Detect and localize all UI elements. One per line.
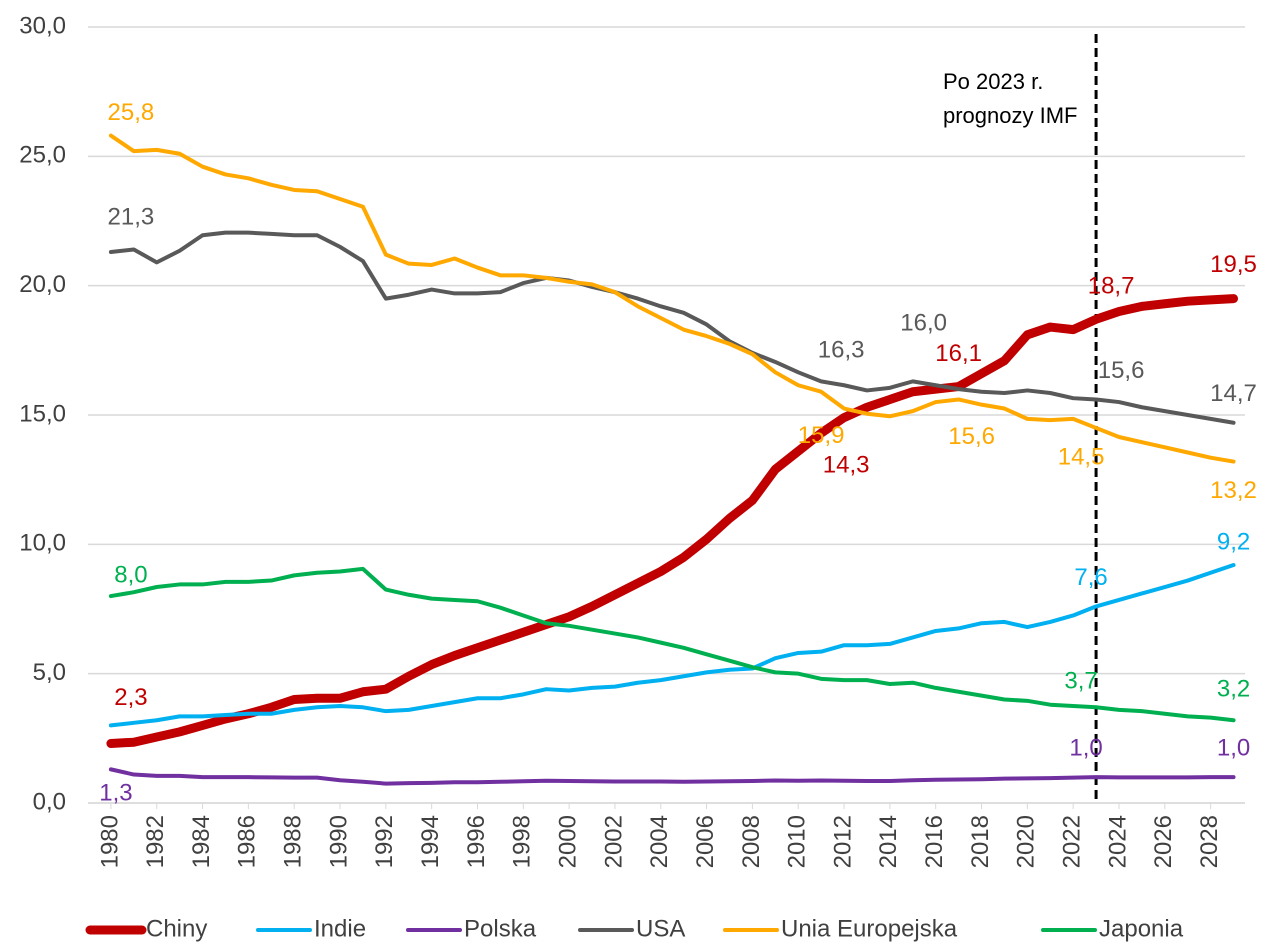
x-tick-label: 2022 xyxy=(1059,815,1086,868)
annotation: Po 2023 r. xyxy=(943,69,1043,94)
y-tick-label: 30,0 xyxy=(19,12,66,39)
data-label: 16,1 xyxy=(935,340,982,367)
y-tick-label: 15,0 xyxy=(19,400,66,427)
x-tick-label: 1996 xyxy=(463,815,490,868)
series-line xyxy=(108,563,1236,728)
x-tick-label: 2010 xyxy=(784,815,811,868)
annotation: prognozy IMF xyxy=(943,103,1078,128)
data-label: 14,3 xyxy=(823,451,870,478)
x-tick-label: 2004 xyxy=(646,815,673,868)
legend-label: Chiny xyxy=(146,915,207,942)
legend-label: Indie xyxy=(314,915,366,942)
data-label: 1,0 xyxy=(1069,734,1102,761)
x-tick-label: 2016 xyxy=(921,815,948,868)
data-label: 16,0 xyxy=(900,309,947,336)
x-tick-label: 2024 xyxy=(1104,815,1131,868)
data-label: 14,5 xyxy=(1058,443,1105,470)
y-tick-label: 25,0 xyxy=(19,142,66,169)
data-label: 15,9 xyxy=(798,422,845,449)
data-label: 13,2 xyxy=(1210,477,1257,504)
data-label: 15,6 xyxy=(1098,357,1145,384)
x-tick-label: 1992 xyxy=(371,815,398,868)
legend-label: Unia Europejska xyxy=(781,915,958,942)
x-tick-label: 2012 xyxy=(829,815,856,868)
y-tick-label: 10,0 xyxy=(19,530,66,557)
x-tick-label: 1998 xyxy=(509,815,536,868)
series-line xyxy=(106,294,1239,749)
x-tick-label: 1982 xyxy=(142,815,169,868)
y-tick-label: 0,0 xyxy=(33,788,66,815)
x-tick-label: 1980 xyxy=(96,815,123,868)
y-tick-label: 5,0 xyxy=(33,659,66,686)
series-line xyxy=(108,230,1236,425)
x-tick-label: 2020 xyxy=(1013,815,1040,868)
x-tick-label: 2028 xyxy=(1196,815,1223,868)
data-label: 18,7 xyxy=(1088,273,1135,300)
x-tick-label: 2000 xyxy=(554,815,581,868)
x-tick-label: 1994 xyxy=(417,815,444,868)
x-tick-label: 2026 xyxy=(1150,815,1177,868)
legend-label: Polska xyxy=(464,915,537,942)
x-tick-label: 1988 xyxy=(280,815,307,868)
y-tick-label: 20,0 xyxy=(19,271,66,298)
data-label: 19,5 xyxy=(1210,251,1257,278)
x-tick-label: 1986 xyxy=(234,815,261,868)
series-line xyxy=(108,767,1236,786)
data-label: 1,3 xyxy=(99,780,132,807)
data-label: 7,6 xyxy=(1074,564,1107,591)
legend-label: USA xyxy=(636,915,685,942)
series-line xyxy=(108,133,1236,464)
data-label: 25,8 xyxy=(108,99,155,126)
series-line xyxy=(108,566,1236,723)
legend-label: Japonia xyxy=(1099,915,1184,942)
x-tick-label: 1984 xyxy=(188,815,215,868)
data-label: 2,3 xyxy=(114,684,147,711)
data-label: 3,2 xyxy=(1217,676,1250,703)
x-tick-label: 1990 xyxy=(325,815,352,868)
data-label: 15,6 xyxy=(948,423,995,450)
x-tick-label: 2006 xyxy=(692,815,719,868)
data-label: 8,0 xyxy=(114,561,147,588)
x-tick-label: 2018 xyxy=(967,815,994,868)
data-label: 21,3 xyxy=(108,203,155,230)
data-label: 1,0 xyxy=(1217,734,1250,761)
x-tick-label: 2014 xyxy=(875,815,902,868)
data-label: 14,7 xyxy=(1210,380,1257,407)
x-tick-label: 2002 xyxy=(600,815,627,868)
data-label: 9,2 xyxy=(1217,528,1250,555)
data-label: 3,7 xyxy=(1064,668,1097,695)
data-label: 16,3 xyxy=(818,337,865,364)
x-tick-label: 2008 xyxy=(738,815,765,868)
